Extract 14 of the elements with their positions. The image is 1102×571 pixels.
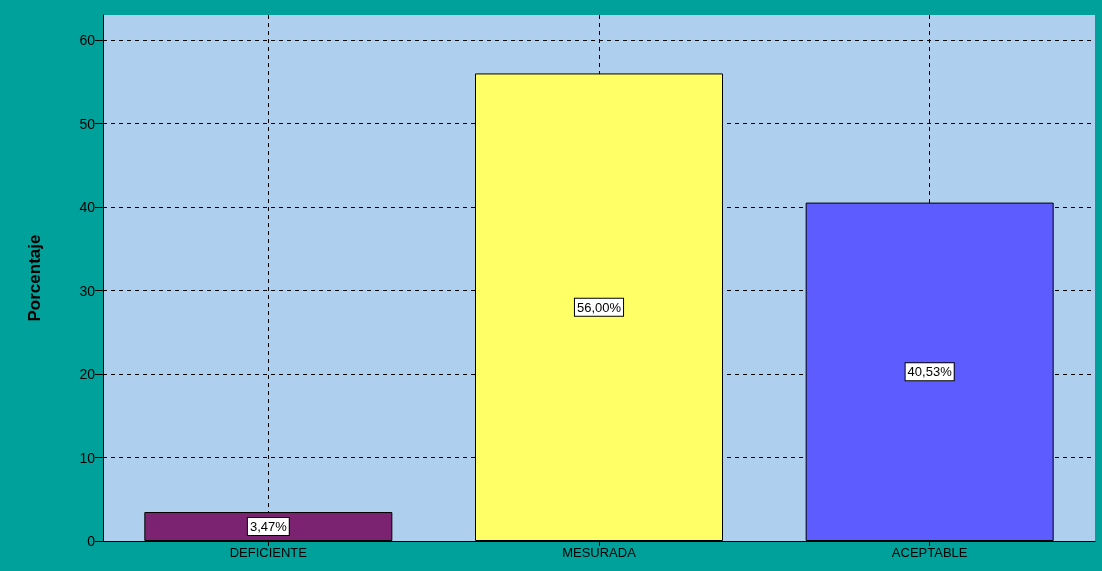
y-tick-label: 0 [87, 533, 96, 549]
x-tick-label: DEFICIENTE [229, 545, 308, 560]
y-tick-label: 60 [79, 32, 96, 49]
data-label: 56,00% [576, 299, 622, 315]
data-label: 40,53% [907, 364, 953, 380]
y-tick-label: 50 [79, 115, 96, 132]
data-label: 3,47% [249, 519, 288, 535]
x-tick-label: ACEPTABLE [891, 545, 968, 560]
y-axis-title: Porcentaje [25, 234, 44, 322]
y-tick-label: 30 [79, 282, 96, 299]
y-tick-label: 40 [79, 199, 96, 216]
x-tick-label: MESURADA [562, 545, 637, 560]
y-tick-label: 20 [79, 366, 96, 383]
y-tick-label: 10 [79, 449, 96, 466]
